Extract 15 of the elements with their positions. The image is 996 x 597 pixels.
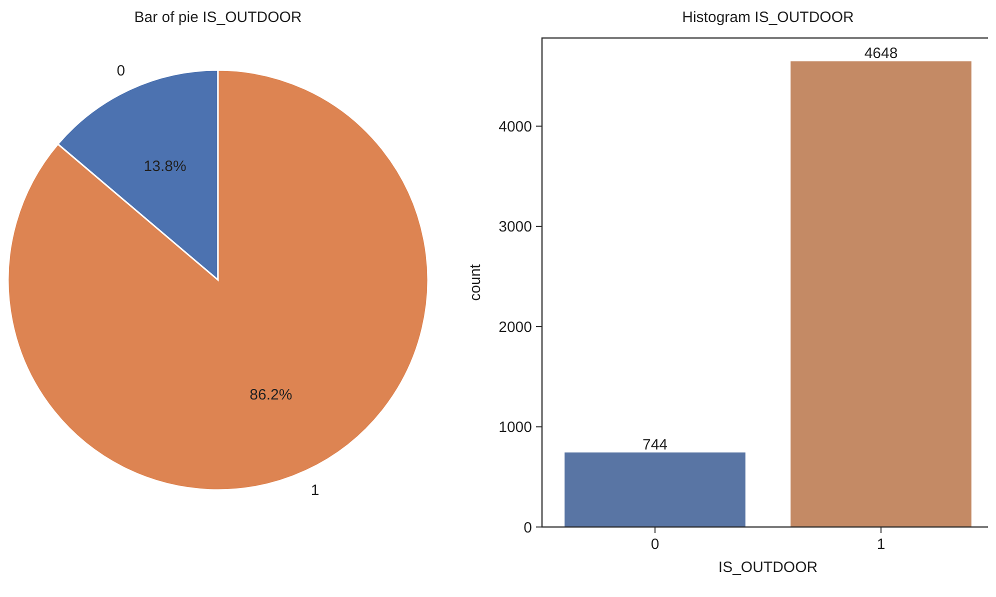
x-axis-title: IS_OUTDOOR: [718, 559, 818, 576]
y-tick-label: 3000: [498, 218, 532, 236]
y-tick-label: 2000: [498, 318, 532, 336]
data-label: 13.8%: [144, 158, 186, 175]
data-label: 86.2%: [250, 386, 292, 404]
data-label: 744: [642, 436, 668, 454]
y-axis-title: count: [467, 263, 484, 301]
y-tick-label: 4000: [498, 118, 532, 136]
data-label: 4648: [864, 45, 898, 62]
slice-label: 0: [116, 62, 126, 80]
chart-title: Bar of pie IS_OUTDOOR: [134, 9, 302, 26]
chart-title: Histogram IS_OUTDOOR: [682, 9, 854, 26]
y-tick-label: 0: [524, 519, 532, 536]
y-tick-label: 1000: [498, 419, 532, 436]
slice-label: 1: [310, 482, 320, 499]
